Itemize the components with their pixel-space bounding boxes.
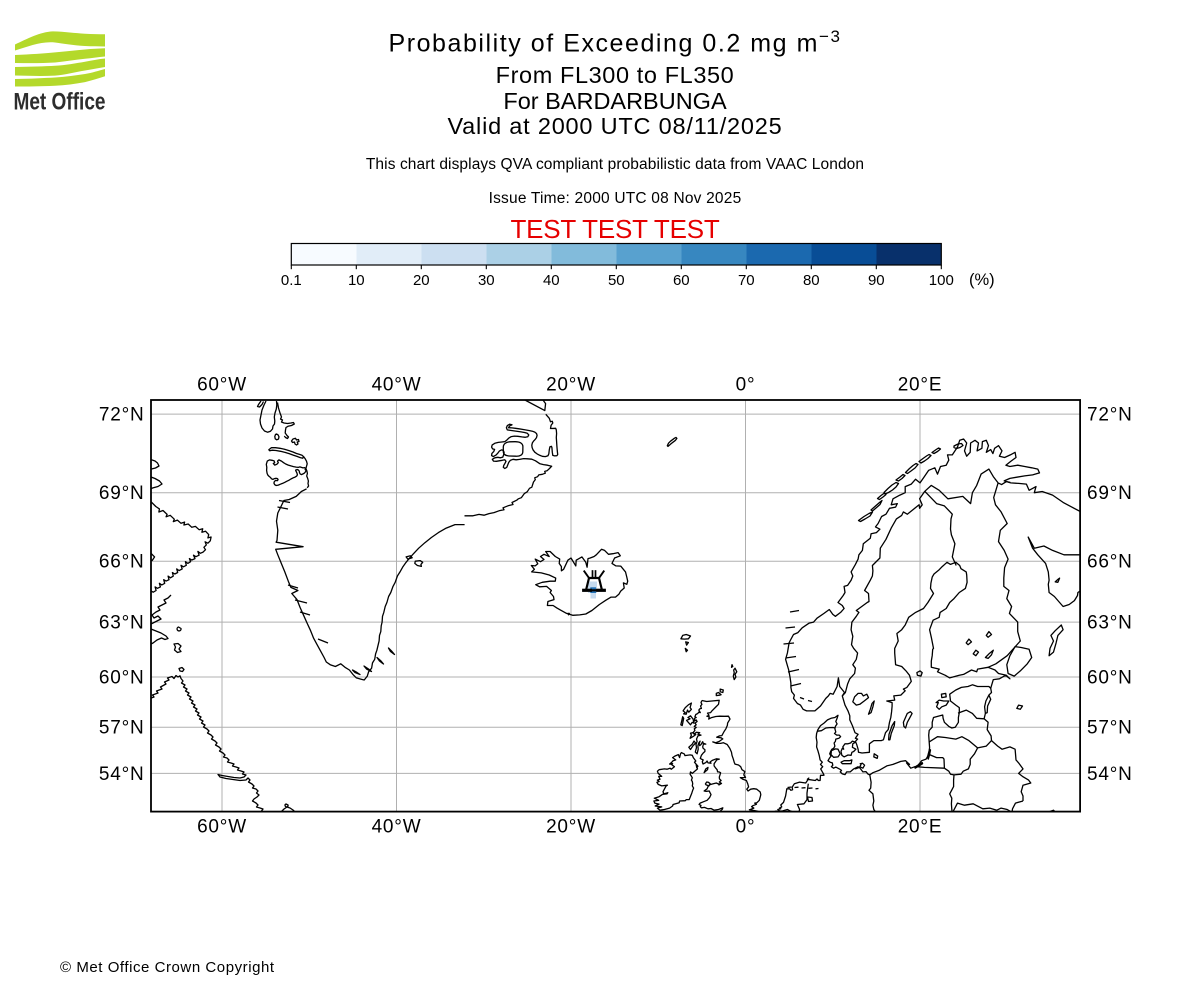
- svg-text:0°: 0°: [736, 375, 756, 396]
- svg-text:54°N: 54°N: [99, 764, 145, 785]
- svg-text:0.1: 0.1: [281, 272, 302, 289]
- svg-text:20°W: 20°W: [546, 817, 596, 838]
- svg-text:Met Office: Met Office: [14, 89, 106, 116]
- svg-text:20°W: 20°W: [546, 375, 596, 396]
- svg-text:40: 40: [543, 272, 560, 289]
- svg-text:40°W: 40°W: [372, 817, 422, 838]
- svg-text:63°N: 63°N: [1087, 613, 1133, 634]
- svg-text:66°N: 66°N: [99, 552, 145, 573]
- svg-text:10: 10: [348, 272, 365, 289]
- svg-text:66°N: 66°N: [1087, 552, 1133, 573]
- svg-text:60°W: 60°W: [197, 375, 247, 396]
- svg-text:50: 50: [608, 272, 625, 289]
- svg-text:72°N: 72°N: [1087, 405, 1133, 426]
- svg-text:40°W: 40°W: [372, 375, 422, 396]
- svg-text:100: 100: [929, 272, 954, 289]
- svg-text:69°N: 69°N: [1087, 483, 1133, 504]
- svg-text:20°E: 20°E: [898, 817, 943, 838]
- svg-text:70: 70: [738, 272, 755, 289]
- svg-text:69°N: 69°N: [99, 483, 145, 504]
- svg-text:60°N: 60°N: [1087, 668, 1133, 689]
- svg-text:57°N: 57°N: [1087, 718, 1133, 739]
- svg-text:0°: 0°: [736, 817, 756, 838]
- svg-text:90: 90: [868, 272, 885, 289]
- svg-text:63°N: 63°N: [99, 613, 145, 634]
- svg-text:(%): (%): [969, 271, 995, 289]
- svg-text:72°N: 72°N: [99, 405, 145, 426]
- svg-text:30: 30: [478, 272, 495, 289]
- svg-text:54°N: 54°N: [1087, 764, 1133, 785]
- svg-text:60°N: 60°N: [99, 668, 145, 689]
- svg-text:60°W: 60°W: [197, 817, 247, 838]
- svg-text:20°E: 20°E: [898, 375, 943, 396]
- svg-text:57°N: 57°N: [99, 718, 145, 739]
- svg-text:80: 80: [803, 272, 820, 289]
- svg-text:60: 60: [673, 272, 690, 289]
- svg-text:20: 20: [413, 272, 430, 289]
